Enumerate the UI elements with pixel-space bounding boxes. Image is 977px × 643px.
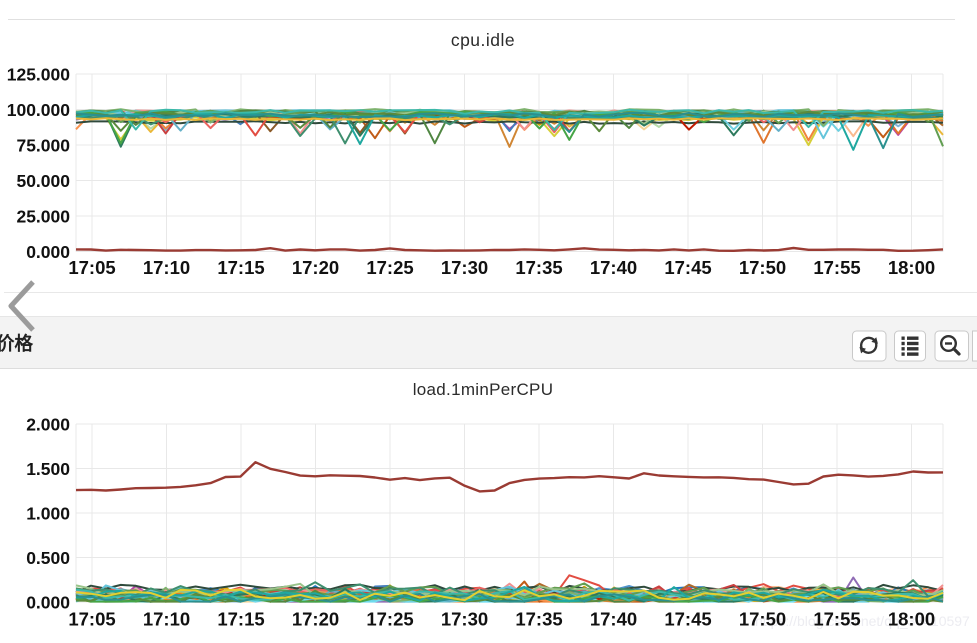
svg-text:17:30: 17:30: [441, 257, 488, 278]
svg-text:17:10: 17:10: [143, 609, 190, 630]
svg-text:17:25: 17:25: [366, 609, 413, 630]
svg-text:17:40: 17:40: [590, 609, 637, 630]
svg-text:2.000: 2.000: [26, 414, 70, 434]
svg-text:17:50: 17:50: [739, 609, 786, 630]
svg-text:17:50: 17:50: [739, 257, 786, 278]
svg-text:17:20: 17:20: [292, 257, 339, 278]
svg-text:1.000: 1.000: [26, 503, 70, 523]
svg-text:17:30: 17:30: [441, 609, 488, 630]
svg-text:17:55: 17:55: [813, 257, 860, 278]
svg-text:17:25: 17:25: [366, 257, 413, 278]
svg-text:50.000: 50.000: [16, 171, 70, 191]
svg-text:125.000: 125.000: [7, 64, 71, 84]
svg-text:25.000: 25.000: [16, 206, 70, 226]
svg-text:75.000: 75.000: [16, 135, 70, 155]
svg-text:cpu.idle: cpu.idle: [451, 30, 515, 50]
svg-text:17:40: 17:40: [590, 257, 637, 278]
svg-text:100.000: 100.000: [7, 100, 71, 120]
svg-text:17:45: 17:45: [664, 257, 711, 278]
svg-text:https://blog.csdn.net/qq_38410: https://blog.csdn.net/qq_38410597: [755, 613, 970, 629]
svg-text:0.500: 0.500: [26, 548, 70, 568]
svg-text:17:20: 17:20: [292, 609, 339, 630]
svg-text:价格: 价格: [0, 333, 34, 354]
svg-text:17:55: 17:55: [813, 609, 860, 630]
svg-text:17:05: 17:05: [68, 257, 115, 278]
svg-text:17:45: 17:45: [664, 609, 711, 630]
svg-text:1.500: 1.500: [26, 459, 70, 479]
svg-text:17:15: 17:15: [217, 257, 264, 278]
svg-text:17:05: 17:05: [68, 609, 115, 630]
svg-text:17:15: 17:15: [217, 609, 264, 630]
svg-text:18:00: 18:00: [888, 609, 935, 630]
svg-text:17:35: 17:35: [515, 257, 562, 278]
svg-text:18:00: 18:00: [888, 257, 935, 278]
svg-text:load.1minPerCPU: load.1minPerCPU: [413, 380, 554, 399]
svg-text:0.000: 0.000: [26, 592, 70, 612]
svg-text:0.000: 0.000: [26, 242, 70, 262]
svg-text:17:35: 17:35: [515, 609, 562, 630]
svg-text:17:10: 17:10: [143, 257, 190, 278]
